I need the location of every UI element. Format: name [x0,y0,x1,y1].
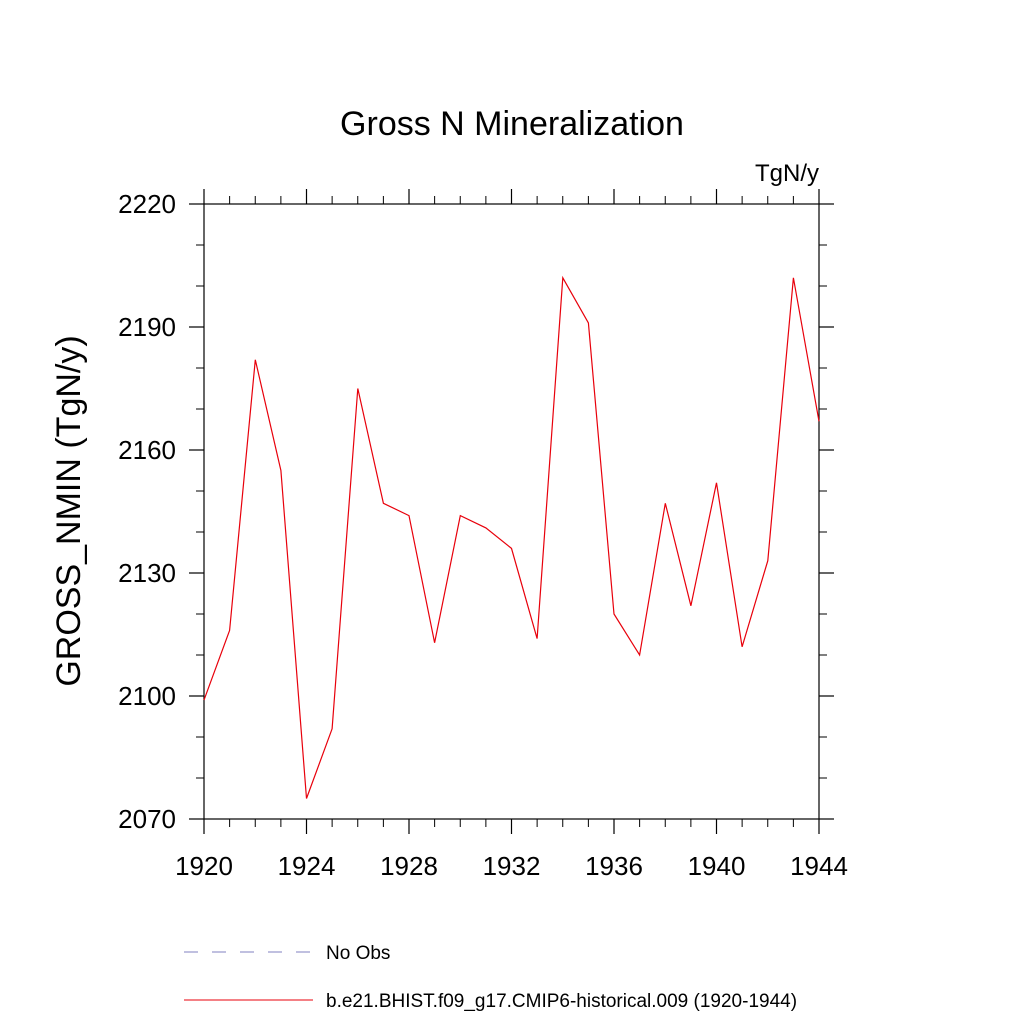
x-tick-label: 1940 [688,851,746,881]
x-tick-label: 1936 [585,851,643,881]
x-tick-label: 1928 [380,851,438,881]
units-label: TgN/y [755,160,819,187]
plot-frame [203,203,820,820]
x-tick-label: 1920 [175,851,233,881]
y-tick-label: 2220 [118,189,176,219]
x-tick-label: 1944 [790,851,848,881]
y-tick-label: 2160 [118,435,176,465]
y-tick-label: 2070 [118,804,176,834]
y-tick-label: 2190 [118,312,176,342]
chart-title: Gross N Mineralization [340,105,684,143]
y-tick-label: 2100 [118,681,176,711]
x-tick-label: 1924 [278,851,336,881]
legend-label-0: No Obs [326,943,390,964]
y-axis-label: GROSS_NMIN (TgN/y) [50,335,88,686]
series-line-1 [203,275,820,799]
legend: No Obs b.e21.BHIST.f09_g17.CMIP6-historic… [184,943,797,1012]
axis-tick-labels: 2070 2100 2130 2160 2190 2220 1920 1924 1928 1932… [118,189,848,881]
legend-label-1: b.e21.BHIST.f09_g17.CMIP6-historical.009… [326,991,797,1012]
axis-ticks [189,189,834,834]
series-lines [203,275,820,799]
x-tick-label: 1932 [483,851,541,881]
y-tick-label: 2130 [118,558,176,588]
